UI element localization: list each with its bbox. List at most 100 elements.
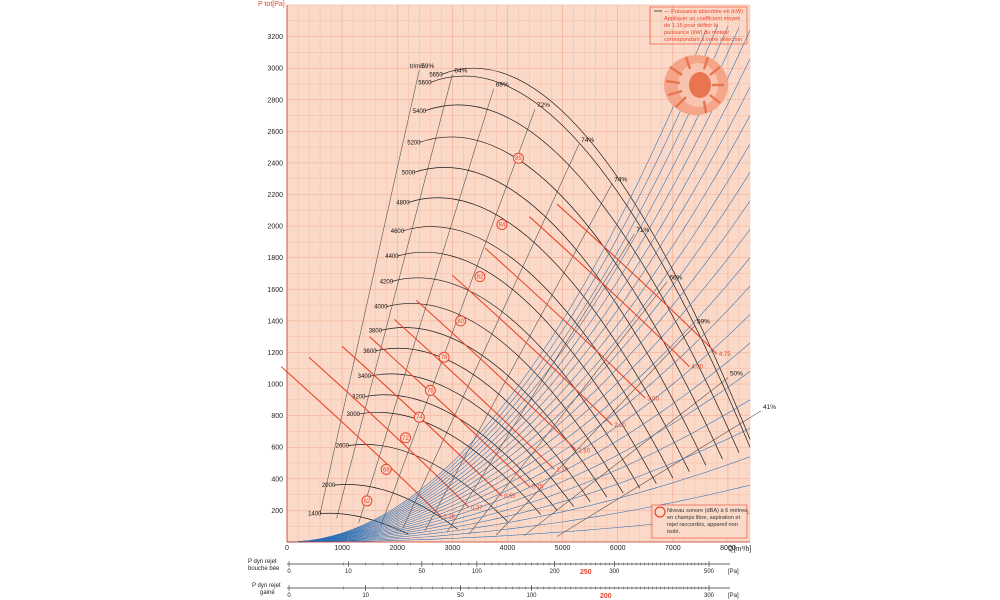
y-tick-label: 400 — [271, 476, 283, 483]
speed-curve — [347, 444, 508, 522]
efficiency-label: 69% — [496, 82, 509, 89]
speed-curve — [441, 67, 751, 440]
scale-bouche-ticks: 0 10 50 100 200 300 500 — [287, 561, 715, 575]
efficiency-line — [424, 183, 613, 532]
iso-resistance-curve — [286, 257, 751, 543]
efficiency-label: 59% — [421, 63, 434, 70]
sound-level-label: 72 — [402, 436, 409, 442]
sound-note-line-2: en champs libre, aspiration et — [667, 515, 741, 521]
power-label: 1.50 — [578, 448, 590, 454]
power-label: 4.75 — [719, 352, 731, 358]
power-curve — [280, 366, 442, 518]
efficiency-line — [468, 281, 668, 535]
iso-resistance-curve — [286, 26, 729, 543]
y-tick-label: 800 — [271, 413, 283, 420]
scale-tick-label: 100 — [472, 569, 483, 575]
speed-label: 3400 — [358, 374, 372, 380]
iso-resistance-curve — [286, 200, 751, 543]
scale-tick-label: 500 — [704, 569, 715, 575]
sound-level-label: 76 — [427, 388, 434, 394]
efficiency-label: 66% — [669, 274, 682, 281]
iso-resistance-curve — [286, 371, 751, 543]
scale-gaine-highlight: 200 — [600, 593, 612, 600]
efficiency-label: 72% — [537, 102, 550, 109]
fan-impeller-image — [664, 55, 728, 115]
power-label: 4.00 — [691, 365, 703, 371]
efficiency-line — [496, 325, 696, 536]
iso-resistance-curve — [286, 143, 751, 543]
power-label: 2.20 — [614, 423, 626, 429]
speed-label: 4800 — [396, 200, 410, 206]
scale-bouche: P dyn rejet bouche bée 0 10 50 100 200 300 500… — [248, 559, 739, 576]
sound-note-line-1: Niveau sonore (dBA) à 6 mètres, — [667, 508, 749, 514]
y-tick-label: 2400 — [267, 160, 283, 167]
sound-level-label: 68 — [383, 467, 390, 473]
efficiency-label: 74% — [614, 176, 627, 183]
power-note-line-3: de 1.15 pour définir la — [664, 23, 719, 29]
y-tick-label: 1400 — [267, 318, 283, 325]
y-axis-title: P tot[Pa] — [258, 1, 285, 8]
sound-level-circle — [513, 152, 524, 164]
efficiency-line — [556, 410, 762, 537]
iso-resistance-lines — [286, 26, 751, 543]
iso-resistance-curve — [287, 456, 751, 543]
x-tick-label: 5000 — [555, 545, 571, 552]
scale-tick-label: 10 — [345, 569, 352, 575]
y-tick-label: 2800 — [267, 97, 283, 104]
scale-tick-label: 200 — [550, 569, 561, 575]
speed-label: 4600 — [391, 229, 405, 235]
iso-resistance-curve — [286, 172, 751, 543]
scale-tick-label: 0 — [287, 593, 291, 599]
power-label: 0.75 — [532, 485, 544, 491]
speed-curve — [380, 327, 607, 498]
x-tick-label: 6000 — [610, 545, 626, 552]
power-curve — [556, 203, 718, 355]
scale-gaine-label-1: P dyn rejet — [252, 583, 281, 589]
power-curve — [369, 336, 530, 488]
power-note-line-1: — Puissance absorbée en (kW) — [664, 9, 743, 15]
power-curve — [308, 356, 470, 508]
speed-header: tr/min — [410, 64, 425, 70]
speed-curve — [364, 394, 558, 511]
sound-note: Niveau sonore (dBA) à 6 mètres, en champ… — [651, 504, 749, 539]
x-tick-label: 7000 — [665, 545, 681, 552]
x-tick-label: 0 — [285, 545, 289, 552]
scale-tick-label: 100 — [526, 593, 537, 599]
sound-level-label: 82 — [477, 275, 484, 281]
iso-resistance-curve — [286, 30, 751, 543]
speed-label: 5400 — [413, 109, 427, 115]
power-curve — [393, 318, 555, 470]
scale-gaine-unit: [Pa] — [728, 593, 739, 599]
scale-bouche-unit: [Pa] — [728, 569, 739, 575]
speed-label: 4400 — [385, 254, 399, 260]
scale-tick-label: 300 — [609, 569, 620, 575]
sound-level-circle — [413, 411, 425, 423]
speed-label: 5200 — [407, 140, 421, 146]
scale-gaine-ticks: 0 10 50 100 300 — [287, 585, 715, 599]
power-curve — [416, 299, 577, 451]
iso-resistance-curve — [286, 314, 751, 543]
y-tick-label: 1200 — [267, 350, 283, 357]
power-note-line-2: Appliquer un coefficient moyen — [664, 16, 740, 22]
sound-level-label: 80 — [457, 319, 464, 325]
sound-level-label: 62 — [364, 499, 371, 505]
efficiency-line — [358, 88, 494, 524]
sound-level-circle — [424, 384, 436, 396]
scale-tick-label: 50 — [457, 593, 464, 599]
scale-bouche-label-2: bouche bée — [248, 566, 280, 572]
iso-resistance-curve — [286, 86, 751, 543]
sound-level-label: 84 — [499, 223, 506, 229]
power-curve — [484, 247, 646, 399]
efficiency-label: 59% — [697, 319, 710, 326]
sound-level-label: 74 — [416, 415, 423, 421]
speed-curve — [386, 303, 624, 494]
iso-resistance-curve — [286, 27, 740, 543]
iso-resistance-curve — [286, 342, 751, 543]
speed-curve — [358, 411, 541, 515]
scale-tick-label: 50 — [418, 569, 425, 575]
iso-resistance-curve — [286, 428, 751, 543]
scale-bouche-label-1: P dyn rejet — [248, 559, 277, 565]
speed-label: 5600 — [418, 80, 432, 86]
x-tick-label: 2000 — [389, 545, 405, 552]
